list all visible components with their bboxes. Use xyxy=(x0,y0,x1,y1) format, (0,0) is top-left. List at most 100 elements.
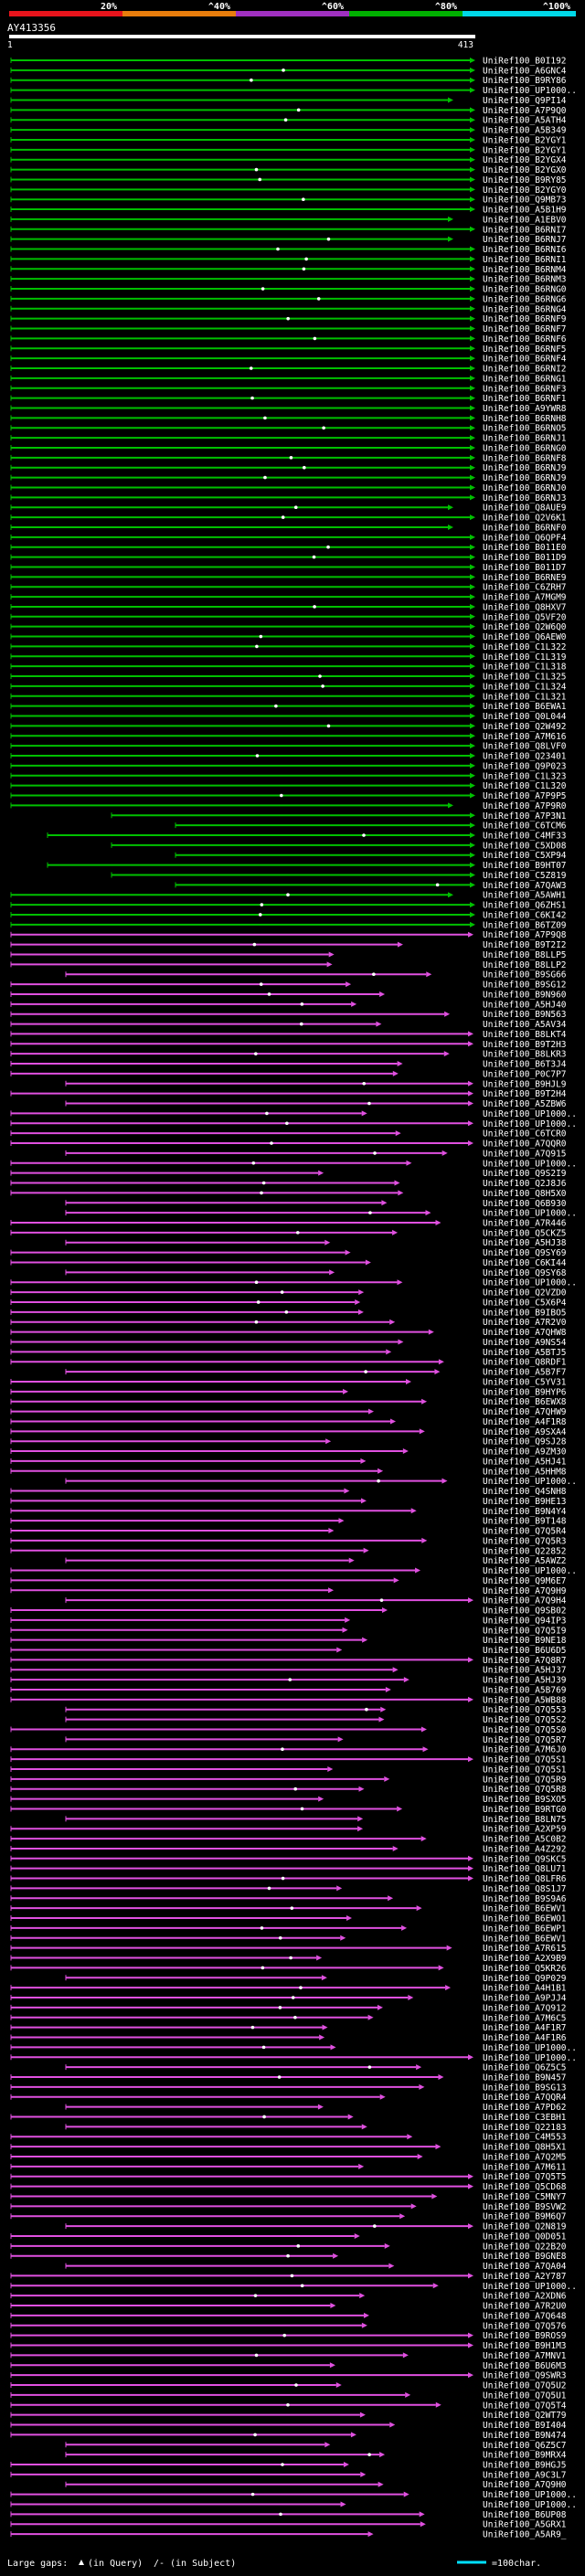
hit-label: UniRef100_B6RNO5 xyxy=(483,424,567,434)
alignment-arrow xyxy=(328,1587,335,1594)
alignment-arrow xyxy=(470,613,475,620)
gap-marker xyxy=(281,515,285,519)
hit-label: UniRef100_B9IBO5 xyxy=(483,1308,567,1318)
alignment-arrow xyxy=(468,2223,473,2230)
hit-label: UniRef100_Q8H5X0 xyxy=(483,1189,567,1199)
gap-marker xyxy=(367,2453,371,2456)
gap-marker xyxy=(365,1707,368,1712)
alignment-arrow xyxy=(397,941,403,948)
hit-label: UniRef100_A7Q648 xyxy=(483,2311,567,2321)
hit-label: UniRef100_C1L322 xyxy=(483,642,567,652)
alignment-arrow xyxy=(435,2144,441,2150)
alignment-arrow xyxy=(470,822,475,829)
alignment-arrow xyxy=(470,77,475,83)
hit-label: UniRef100_C6TCR0 xyxy=(483,1129,567,1140)
gap-marker xyxy=(290,2274,294,2278)
alignment-arrow xyxy=(470,663,475,670)
hit-label: UniRef100_Q6ZHS1 xyxy=(483,901,567,911)
hit-label: UniRef100_B8LKT4 xyxy=(483,1030,567,1040)
hit-label: UniRef100_B2YGX0 xyxy=(483,165,567,175)
alignment-arrow xyxy=(330,2303,336,2309)
hit-label: UniRef100_B9ROS9 xyxy=(483,2331,567,2341)
hit-label: UniRef100_Q5KR26 xyxy=(483,1964,567,1974)
alignment-arrow xyxy=(470,484,475,491)
hit-label: UniRef100_A7P3N1 xyxy=(483,811,567,822)
gap-marker xyxy=(253,2433,257,2437)
gap-marker xyxy=(260,1926,264,1930)
gap-marker xyxy=(373,1151,377,1155)
alignment-arrow xyxy=(420,2521,426,2528)
alignment-arrow xyxy=(468,1696,473,1702)
hit-label: UniRef100_A5B349 xyxy=(483,126,567,136)
legend-query-gap: (in Query) xyxy=(88,2559,143,2569)
alignment-arrow xyxy=(435,2401,441,2408)
hit-label: UniRef100_Q2VZD0 xyxy=(483,1288,567,1299)
hit-label: UniRef100_B6T3J4 xyxy=(483,1060,567,1070)
gap-marker xyxy=(258,177,262,182)
hit-label: UniRef100_A7R446 xyxy=(483,1219,567,1229)
alignment-arrow xyxy=(470,623,475,630)
hit-label: UniRef100_UP1000.. xyxy=(483,2500,577,2510)
alignment-arrow xyxy=(470,156,475,163)
alignment-arrow xyxy=(438,1965,444,1971)
gap-marker xyxy=(367,1101,371,1106)
scale-label: ^100% xyxy=(543,2,570,12)
alignment-arrow xyxy=(470,335,475,342)
scale-segment xyxy=(9,11,122,16)
hit-label: UniRef100_A4F1R7 xyxy=(483,2023,567,2033)
hit-label: UniRef100_B6EWA1 xyxy=(483,702,567,712)
legend-scale: =100char. xyxy=(492,2559,541,2569)
hit-label: UniRef100_B9T148 xyxy=(483,1517,567,1527)
alignment-arrow xyxy=(401,1924,408,1931)
alignment-arrow xyxy=(448,504,453,511)
alignment-arrow xyxy=(470,444,475,451)
gap-marker xyxy=(377,1479,380,1483)
alignment-arrow xyxy=(470,435,475,441)
hit-label: UniRef100_B8LLP5 xyxy=(483,950,567,960)
alignment-arrow xyxy=(438,2073,444,2080)
hit-label: UniRef100_B6U6D5 xyxy=(483,1646,567,1656)
gap-marker xyxy=(302,465,306,470)
alignment-arrow xyxy=(358,1289,365,1296)
alignment-arrow xyxy=(398,1339,404,1345)
alignment-arrow xyxy=(470,852,475,858)
alignment-arrow xyxy=(420,1726,427,1733)
hit-label: UniRef100_A5B7F7 xyxy=(483,1368,567,1378)
hit-label: UniRef100_B6RNI6 xyxy=(483,245,567,255)
gap-marker xyxy=(260,903,264,906)
hit-label: UniRef100_Q7Q5R9 xyxy=(483,1775,567,1785)
hit-label: UniRef100_B9GNE8 xyxy=(483,2252,567,2262)
alignment-arrow xyxy=(338,1518,345,1524)
hit-label: UniRef100_A9YWR8 xyxy=(483,404,567,414)
alignment-arrow xyxy=(399,2213,406,2220)
hit-label: UniRef100_B2YGX4 xyxy=(483,155,567,165)
gap-marker xyxy=(282,69,285,72)
query-name: AY413356 xyxy=(7,22,56,34)
alignment-arrow xyxy=(434,1369,441,1375)
alignment-arrow xyxy=(448,802,453,809)
alignment-arrow xyxy=(359,2293,366,2299)
gap-marker xyxy=(267,1886,271,1891)
hit-label: UniRef100_B9HJL9 xyxy=(483,1079,567,1089)
hit-label: UniRef100_B2YGY1 xyxy=(483,145,567,155)
alignment-arrow xyxy=(389,2422,396,2428)
hit-label: UniRef100_B6RNM4 xyxy=(483,265,567,275)
gap-marker xyxy=(294,2383,298,2387)
hit-label: UniRef100_P0C7P7 xyxy=(483,1069,567,1079)
alignment-arrow xyxy=(468,1100,473,1107)
alignment-arrow xyxy=(385,1686,391,1692)
alignment-arrow xyxy=(470,136,475,143)
hit-label: UniRef100_C4MF33 xyxy=(483,831,567,841)
alignment-arrow xyxy=(377,2004,383,2010)
gap-marker xyxy=(259,634,263,639)
alignment-arrow xyxy=(324,2442,331,2448)
gap-marker xyxy=(296,108,301,112)
hit-label: UniRef100_Q23401 xyxy=(483,752,567,762)
gap-marker xyxy=(326,237,331,241)
hit-label: UniRef100_UP1000.. xyxy=(483,2490,577,2500)
hit-label: UniRef100_A7M6J0 xyxy=(483,1745,567,1755)
hit-label: UniRef100_B9N960 xyxy=(483,990,567,1000)
alignment-arrow xyxy=(398,1190,404,1196)
alignment-arrow xyxy=(393,1577,399,1584)
